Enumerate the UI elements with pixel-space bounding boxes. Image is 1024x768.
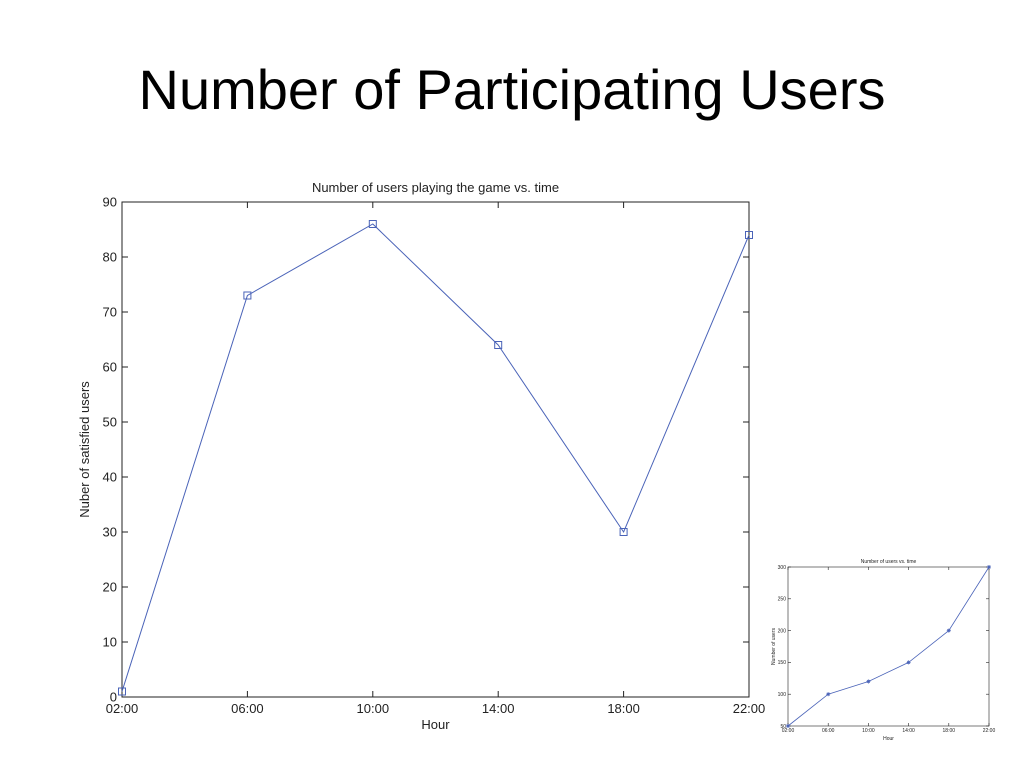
inset-data-point: [786, 724, 790, 728]
inset-y-tick-label: 100: [778, 692, 787, 698]
inset-plot-frame: [787, 566, 990, 727]
inset-data-point-stroke: [786, 724, 790, 728]
inset-y-tick-label: 150: [778, 660, 787, 666]
inset-x-axis-label: Hour: [883, 736, 894, 742]
main-x-tick-label: 18:00: [607, 701, 640, 716]
inset-chart-title: Number of users vs. time: [861, 559, 917, 565]
main-data-point: [368, 220, 377, 228]
inset-data-point: [946, 628, 951, 633]
main-x-tick-label: 02:00: [106, 701, 139, 716]
slide-title: Number of Participating Users: [138, 58, 886, 121]
main-y-tick-label: 90: [103, 195, 117, 210]
main-y-tick-label: 50: [103, 415, 117, 430]
inset-y-tick-label: 200: [778, 628, 787, 634]
main-y-tick-label: 80: [103, 250, 117, 265]
inset-y-tick-label: 50: [780, 724, 786, 730]
inset-data-point-stroke: [906, 660, 911, 665]
inset-x-tick-label: 14:00: [902, 728, 915, 734]
main-data-point: [494, 341, 503, 349]
main-y-tick-label: 0: [110, 690, 117, 705]
main-y-tick-label: 30: [103, 525, 117, 540]
inset-data-point: [826, 692, 831, 697]
main-y-tick-label: 10: [103, 635, 117, 650]
main-y-tick-label: 60: [103, 360, 117, 375]
main-x-axis-label: Hour: [421, 717, 450, 732]
main-x-tick-label: 10:00: [357, 701, 390, 716]
inset-data-point-stroke: [947, 628, 951, 633]
inset-x-tick-label: 22:00: [983, 728, 996, 734]
inset-series-line: [787, 566, 990, 727]
main-data-point: [243, 291, 252, 300]
main-x-tick-label: 22:00: [733, 701, 766, 716]
inset-data-point-stroke: [826, 692, 830, 696]
inset-data-point: [987, 565, 991, 569]
inset-y-tick-label: 250: [778, 597, 787, 603]
inset-data-point: [906, 660, 911, 665]
main-y-axis-label: Nuber of satisfied users: [77, 381, 92, 518]
main-x-tick-label: 06:00: [231, 701, 264, 716]
main-x-tick-label: 14:00: [482, 701, 515, 716]
main-data-point: [619, 528, 628, 536]
main-y-tick-label: 40: [103, 470, 117, 485]
inset-x-tick-label: 02:00: [782, 728, 795, 734]
inset-x-tick-label: 18:00: [943, 728, 956, 734]
inset-y-axis-label: Number of users: [771, 628, 777, 665]
inset-y-tick-label: 300: [778, 565, 787, 571]
inset-data-point-stroke: [866, 679, 871, 684]
main-series-line: [121, 223, 750, 692]
inset-x-tick-label: 06:00: [822, 728, 835, 734]
inset-data-point-stroke: [987, 565, 991, 569]
main-y-tick-label: 70: [103, 305, 117, 320]
main-data-point: [745, 231, 753, 239]
main-plot-frame: [121, 201, 750, 698]
main-y-tick-label: 20: [103, 580, 117, 595]
main-chart-title: Number of users playing the game vs. tim…: [312, 180, 559, 195]
main-data-point: [118, 687, 126, 696]
inset-x-tick-label: 10:00: [862, 728, 875, 734]
inset-data-point: [866, 679, 871, 684]
